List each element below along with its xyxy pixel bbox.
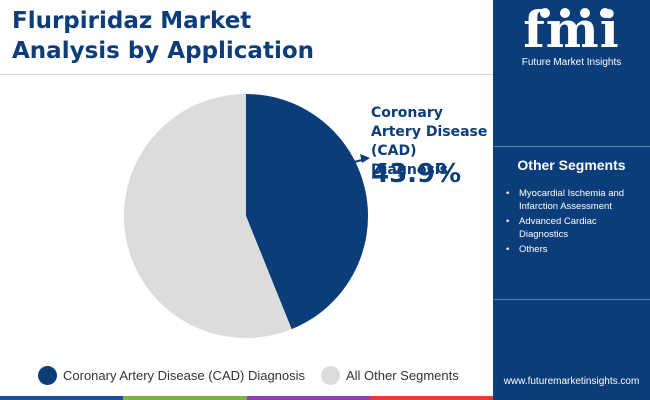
legend-swatch-others — [321, 366, 340, 385]
bullet-icon: • — [506, 216, 510, 227]
other-segments-list: • Myocardial Ischemia and Infarction Ass… — [502, 187, 644, 258]
website-url[interactable]: www.futuremarketinsights.com — [503, 376, 640, 387]
brand-bar-blue — [0, 396, 124, 400]
other-segments-panel: Other Segments • Myocardial Ischemia and… — [493, 146, 650, 300]
segment-label: Others — [519, 244, 548, 255]
segment-label: Myocardial Ischemia and Infarction Asses… — [519, 188, 625, 212]
list-item: • Others — [502, 243, 644, 256]
header-divider — [0, 74, 493, 75]
brand-bar-green — [123, 396, 247, 400]
segment-label: Advanced Cardiac Diagnostics — [519, 216, 597, 240]
logo-subtitle: Future Market Insights — [521, 57, 622, 68]
pie-slices — [123, 94, 368, 339]
callout-value: 43.9% — [371, 159, 462, 189]
legend-swatch-cad — [38, 366, 57, 385]
list-item: • Advanced Cardiac Diagnostics — [502, 215, 644, 241]
legend-label-others: All Other Segments — [346, 368, 459, 383]
callout-arrow — [349, 154, 370, 164]
pie-chart — [123, 94, 370, 339]
logo-text: fmi — [523, 0, 620, 59]
logo-icons — [540, 8, 610, 18]
callout-label: Coronary Artery Disease (CAD) Diagnosis — [371, 105, 488, 178]
brand-bar-purple — [246, 396, 370, 400]
pie-slice-others — [123, 94, 292, 339]
other-segments-title: Other Segments — [517, 157, 626, 173]
brand-bar-red — [369, 396, 493, 400]
list-item: • Myocardial Ischemia and Infarction Ass… — [502, 187, 644, 213]
fmi-logo: fmi Future Market Insights — [493, 0, 650, 76]
pie-slice-cad — [246, 94, 368, 330]
sidebar: fmi Future Market Insights Other Segment… — [493, 0, 650, 400]
bullet-icon: • — [506, 244, 510, 255]
legend-label-cad: Coronary Artery Disease (CAD) Diagnosis — [63, 368, 306, 383]
brand-color-bar — [0, 396, 493, 400]
bullet-icon: • — [506, 188, 510, 199]
page-title: Flurpiridaz Market Analysis by Applicati… — [12, 8, 315, 64]
